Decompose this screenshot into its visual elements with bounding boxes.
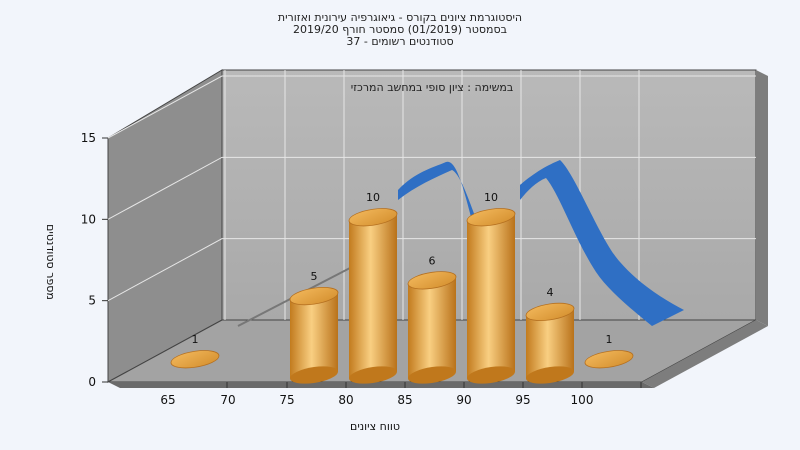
data-label-95: 4 — [547, 286, 554, 299]
right-wall-shadow — [756, 70, 768, 326]
x-tick-label: 95 — [515, 393, 530, 407]
x-tick-label: 75 — [279, 393, 294, 407]
y-axis-title: מספר סטודנטים — [44, 224, 57, 300]
bars: 1 5 10 6 10 4 1 — [170, 191, 634, 384]
bar-75 — [289, 287, 339, 384]
y-tick-label: 5 — [88, 294, 96, 308]
y-tick-label: 15 — [81, 131, 96, 145]
chart-title-line-3: סטודנטים רשומים - 37 — [346, 35, 453, 48]
bar-90 — [466, 208, 516, 384]
bar-95 — [525, 302, 575, 384]
x-tick-label: 70 — [220, 393, 235, 407]
y-tick-label: 0 — [88, 375, 96, 389]
floor-edge-shadow — [642, 320, 768, 388]
bar-80 — [348, 208, 398, 384]
bar-100 — [584, 350, 634, 369]
data-label-90: 10 — [484, 191, 498, 204]
chart-title-line-2: בסמסטר (01/2019) סמסטר חורף 2019/20 — [293, 23, 507, 36]
data-label-75: 5 — [311, 270, 318, 283]
bar-85 — [407, 271, 457, 384]
axis-shadow — [108, 382, 654, 388]
x-tick-label: 85 — [397, 393, 412, 407]
x-tick-label: 90 — [456, 393, 471, 407]
x-tick-label: 80 — [338, 393, 353, 407]
x-tick-label: 65 — [160, 393, 175, 407]
x-axis-title: טווח ציונים — [350, 420, 400, 433]
chart-subtitle: במשימה : ציון סופי במחשב המרכזי — [351, 81, 514, 94]
bar-65 — [170, 350, 220, 369]
data-label-85: 6 — [429, 254, 436, 267]
x-tick-label: 100 — [571, 393, 594, 407]
data-label-65: 1 — [192, 333, 199, 346]
y-tick-label: 10 — [81, 212, 96, 226]
data-label-100: 1 — [606, 333, 613, 346]
chart-title-line-1: היסטוגרמת ציונים בקורס - גיאוגרפיה עירונ… — [278, 11, 522, 24]
data-label-80: 10 — [366, 191, 380, 204]
